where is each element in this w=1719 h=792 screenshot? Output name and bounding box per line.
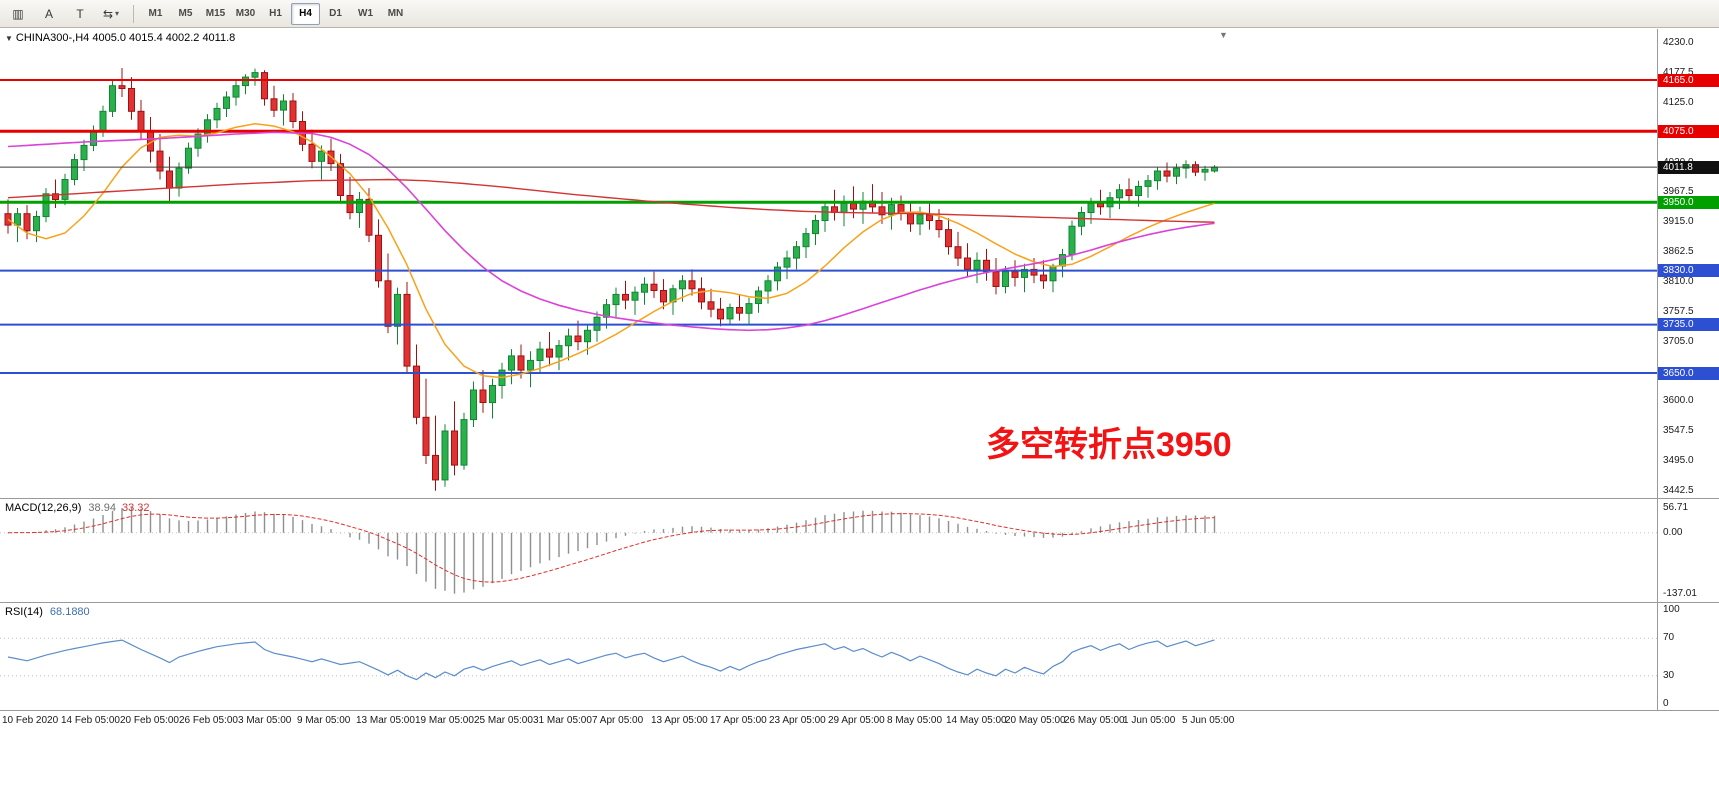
price-tick-label: 3495.0 — [1663, 455, 1694, 467]
chart-annotation-text[interactable]: 多空转折点3950 — [986, 426, 1232, 464]
time-axis-label: 17 Apr 05:00 — [710, 715, 767, 726]
time-axis-label: 26 May 05:00 — [1064, 715, 1125, 726]
macd-svg — [0, 507, 1657, 594]
time-axis-label: 9 Mar 05:00 — [297, 715, 351, 726]
macd-pane[interactable]: MACD(12,26,9) 38.94 33.32 — [0, 499, 1657, 602]
macd-histogram — [7, 507, 1216, 594]
price-axis[interactable]: 3442.53495.03547.53600.03652.53705.03757… — [1657, 29, 1719, 710]
timeframe-m5[interactable]: M5 — [178, 8, 193, 19]
chart-title: ▼ CHINA300-,H4 4005.0 4015.4 4002.2 4011.… — [5, 32, 235, 44]
ma-mid-magenta[interactable] — [7, 131, 1215, 332]
pane-divider[interactable] — [0, 710, 1719, 711]
time-axis-label: 14 May 05:00 — [946, 715, 1007, 726]
toolbar-tools: ▥ A T ⇆ ▾ — [3, 2, 126, 26]
text-label-tool-icon[interactable]: A — [44, 6, 53, 21]
price-tick-label: 3600.0 — [1663, 395, 1694, 407]
timeframe-m30[interactable]: M30 — [235, 8, 256, 19]
time-axis-label: 8 May 05:00 — [887, 715, 943, 726]
rsi-line — [7, 639, 1215, 681]
main-chart-svg — [0, 68, 1657, 491]
time-axis-label: 1 Jun 05:00 — [1123, 715, 1176, 726]
ma-fast-orange[interactable] — [7, 123, 1215, 379]
rsi-axis-label: 70 — [1663, 632, 1675, 644]
current-price-badge: 4011.8 — [1658, 160, 1719, 174]
timeframe-buttons: M1 M5 M15 M30 H1 H4 D1 W1 MN — [141, 2, 410, 25]
chart-area: ▼ CHINA300-,H4 4005.0 4015.4 4002.2 4011.… — [0, 29, 1719, 792]
time-axis-label: 10 Feb 2020 — [2, 715, 59, 726]
time-axis-label: 25 Mar 05:00 — [474, 715, 533, 726]
macd-signal-line — [7, 513, 1215, 583]
rsi-axis-label: 0 — [1663, 698, 1669, 709]
price-tick-label: 4177.5 — [1663, 66, 1694, 78]
chevron-down-icon: ▾ — [115, 9, 120, 18]
macd-main-value: 38.94 — [88, 502, 116, 514]
timeframe-d1[interactable]: D1 — [329, 8, 342, 19]
drawing-tools-icon[interactable]: ⇆ ▾ — [102, 6, 120, 21]
time-axis-label: 13 Apr 05:00 — [651, 715, 708, 726]
rsi-svg — [0, 637, 1657, 681]
price-level-badge: 3830.0 — [1658, 264, 1719, 278]
time-axis-label: 14 Feb 05:00 — [61, 715, 120, 726]
timeframe-h4[interactable]: H4 — [291, 2, 320, 25]
price-tick-label: 3547.5 — [1663, 425, 1694, 437]
time-axis-label: 23 Apr 05:00 — [769, 715, 826, 726]
chart-title-text: CHINA300-,H4 4005.0 4015.4 4002.2 4011.8 — [15, 32, 236, 44]
time-axis-label: 20 May 05:00 — [1005, 715, 1066, 726]
price-tick-label: 4230.0 — [1663, 37, 1694, 48]
timeframe-w1[interactable]: W1 — [358, 8, 373, 19]
time-axis-label: 3 Mar 05:00 — [238, 715, 292, 726]
time-axis-label: 5 Jun 05:00 — [1182, 715, 1235, 726]
price-level-badge: 4075.0 — [1658, 124, 1719, 138]
price-tick-label: 3967.5 — [1663, 186, 1694, 198]
macd-axis-label: -137.01 — [1663, 587, 1697, 599]
rsi-axis-label: 100 — [1663, 604, 1680, 615]
macd-axis-label: 56.71 — [1663, 501, 1689, 513]
chart-shift-marker[interactable]: ▼ — [1219, 30, 1228, 40]
price-tick-label: 3915.0 — [1663, 216, 1694, 228]
pane-divider[interactable] — [0, 602, 1719, 603]
rsi-label: RSI(14) 68.1880 — [5, 606, 90, 618]
time-axis-label: 7 Apr 05:00 — [592, 715, 644, 726]
time-axis-label: 19 Mar 05:00 — [415, 715, 474, 726]
text-tool-icon[interactable]: T — [76, 6, 84, 21]
rsi-name: RSI(14) — [5, 606, 43, 618]
timeframe-mn[interactable]: MN — [387, 8, 404, 19]
price-tick-label: 3862.5 — [1663, 246, 1694, 258]
ma-slow-red[interactable] — [7, 178, 1215, 223]
pane-divider[interactable] — [0, 498, 1719, 499]
macd-name: MACD(12,26,9) — [5, 502, 82, 514]
price-level-badge: 3735.0 — [1658, 318, 1719, 332]
time-axis-label: 26 Feb 05:00 — [179, 715, 238, 726]
price-tick-label: 3757.5 — [1663, 305, 1694, 317]
rsi-pane[interactable]: RSI(14) 68.1880 — [0, 603, 1657, 710]
price-tick-label: 3442.5 — [1663, 485, 1694, 496]
timeframe-h1[interactable]: H1 — [269, 8, 282, 19]
toolbar: ▥ A T ⇆ ▾ M1 M5 M15 M30 H1 H4 D1 W1 MN — [0, 0, 1719, 28]
price-level-badge: 3650.0 — [1658, 366, 1719, 380]
price-tick-label: 3810.0 — [1663, 275, 1694, 287]
macd-axis-label: 0.00 — [1663, 526, 1683, 538]
macd-label: MACD(12,26,9) 38.94 33.32 — [5, 502, 149, 514]
rsi-axis-label: 30 — [1663, 669, 1675, 681]
timeframe-m1[interactable]: M1 — [148, 8, 163, 19]
timeframe-m15[interactable]: M15 — [205, 8, 226, 19]
rsi-value: 68.1880 — [49, 606, 90, 618]
price-level-badge: 3950.0 — [1658, 195, 1719, 209]
price-level-badge: 4165.0 — [1658, 73, 1719, 87]
charts-palette-icon[interactable]: ▥ — [12, 6, 24, 21]
time-axis-label: 31 Mar 05:00 — [533, 715, 592, 726]
chart-dropdown-icon[interactable]: ▼ — [5, 34, 13, 43]
time-axis-label: 20 Feb 05:00 — [120, 715, 179, 726]
time-axis-label: 13 Mar 05:00 — [356, 715, 415, 726]
price-tick-label: 3705.0 — [1663, 335, 1694, 347]
toolbar-separator — [133, 4, 134, 23]
macd-signal-value: 33.32 — [121, 502, 150, 514]
price-tick-label: 4125.0 — [1663, 96, 1694, 108]
time-axis-label: 29 Apr 05:00 — [828, 715, 885, 726]
time-axis[interactable]: 10 Feb 2020 14 Feb 05:00 20 Feb 05:00 26 Fe… — [0, 711, 1657, 731]
main-chart-pane[interactable]: ▼ CHINA300-,H4 4005.0 4015.4 4002.2 4011.… — [0, 29, 1657, 498]
